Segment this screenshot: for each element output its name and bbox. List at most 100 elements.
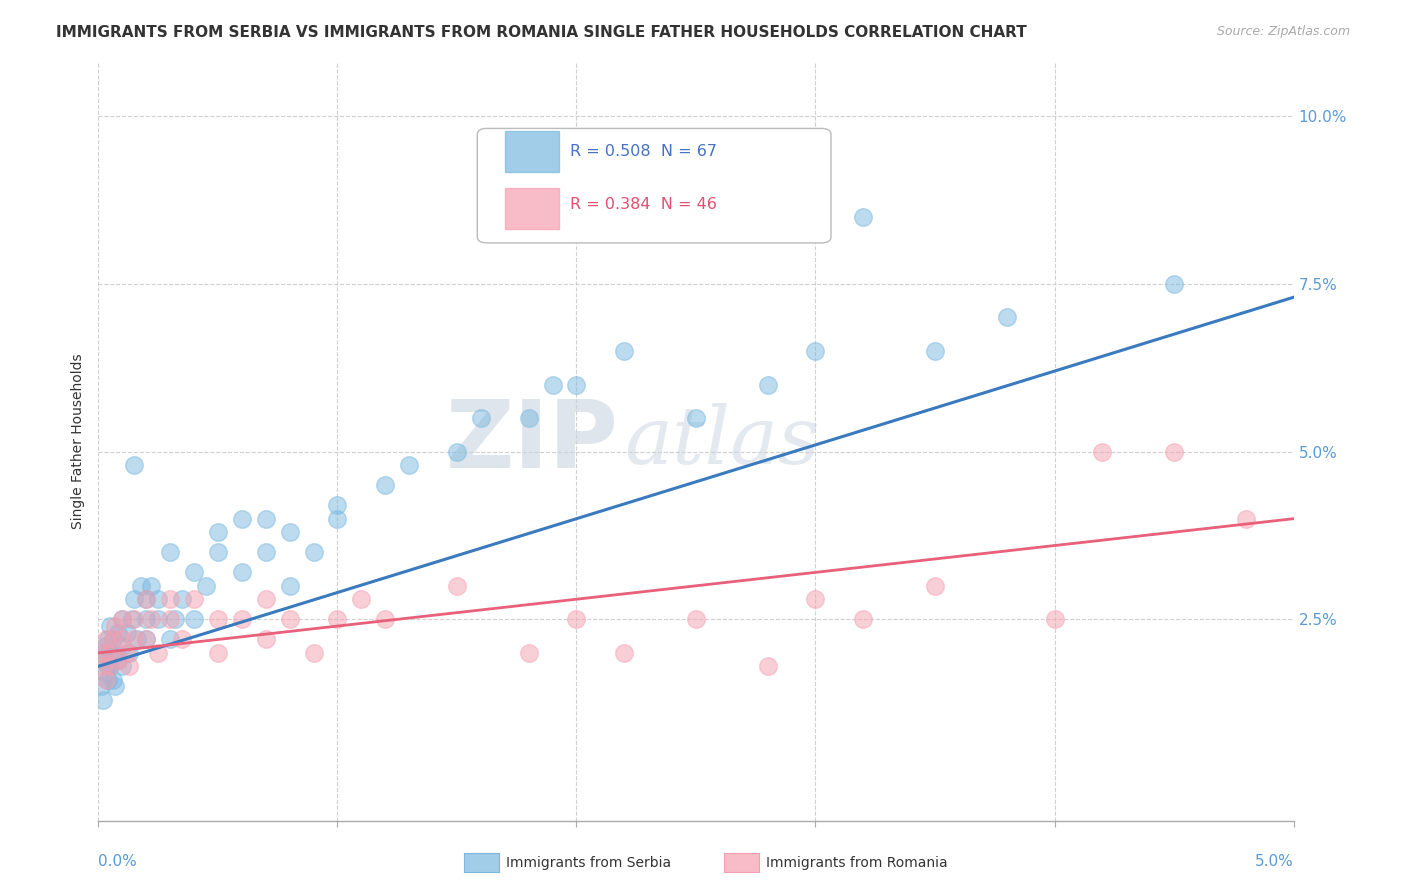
- Point: [91, 693, 114, 707]
- Point: [517, 646, 540, 660]
- Point: [94, 673, 117, 687]
- Point: [139, 612, 162, 626]
- Point: [302, 545, 325, 559]
- Point: [685, 612, 707, 626]
- Point: [94, 666, 117, 681]
- Point: [148, 646, 170, 660]
- Point: [565, 377, 588, 392]
- Point: [804, 592, 827, 607]
- Point: [207, 525, 229, 540]
- Point: [101, 632, 124, 647]
- Point: [446, 579, 468, 593]
- Point: [94, 639, 117, 653]
- Point: [183, 566, 205, 580]
- Point: [1163, 444, 1185, 458]
- Point: [107, 652, 129, 666]
- Point: [613, 343, 636, 358]
- Point: [613, 646, 636, 660]
- Point: [541, 377, 564, 392]
- Point: [124, 632, 146, 647]
- Point: [302, 646, 325, 660]
- Point: [148, 592, 170, 607]
- Point: [131, 579, 153, 593]
- Point: [94, 632, 117, 647]
- Text: atlas: atlas: [624, 403, 820, 480]
- Point: [135, 632, 157, 647]
- Point: [565, 612, 588, 626]
- FancyBboxPatch shape: [477, 128, 831, 243]
- FancyBboxPatch shape: [505, 187, 558, 229]
- Text: IMMIGRANTS FROM SERBIA VS IMMIGRANTS FROM ROMANIA SINGLE FATHER HOUSEHOLDS CORRE: IMMIGRANTS FROM SERBIA VS IMMIGRANTS FRO…: [56, 25, 1026, 40]
- Point: [350, 592, 373, 607]
- Point: [107, 652, 129, 666]
- Point: [101, 632, 124, 647]
- Text: 5.0%: 5.0%: [1254, 855, 1294, 869]
- Point: [1163, 277, 1185, 291]
- Point: [446, 444, 468, 458]
- Point: [125, 632, 148, 647]
- Text: Immigrants from Romania: Immigrants from Romania: [766, 856, 948, 871]
- Point: [111, 659, 134, 673]
- Point: [135, 612, 157, 626]
- Point: [135, 592, 157, 607]
- Point: [995, 310, 1018, 325]
- Point: [118, 646, 141, 660]
- Point: [183, 612, 205, 626]
- Text: 0.0%: 0.0%: [98, 855, 138, 869]
- Point: [470, 411, 492, 425]
- Point: [756, 659, 779, 673]
- Point: [254, 632, 277, 647]
- Point: [104, 646, 127, 660]
- Text: ZIP: ZIP: [446, 395, 619, 488]
- Point: [111, 612, 134, 626]
- Point: [398, 458, 420, 472]
- Point: [148, 612, 170, 626]
- Point: [91, 646, 114, 660]
- Point: [159, 632, 181, 647]
- Point: [139, 579, 162, 593]
- Point: [111, 632, 134, 647]
- Point: [374, 478, 396, 492]
- Point: [115, 646, 138, 660]
- Point: [924, 343, 946, 358]
- Point: [124, 592, 146, 607]
- Point: [101, 673, 124, 687]
- Point: [1091, 444, 1114, 458]
- Point: [172, 632, 194, 647]
- Point: [98, 619, 122, 633]
- Point: [104, 680, 127, 694]
- Point: [254, 592, 277, 607]
- Point: [94, 652, 117, 666]
- Point: [159, 612, 181, 626]
- Point: [159, 545, 181, 559]
- Point: [207, 545, 229, 559]
- Point: [326, 512, 349, 526]
- Point: [207, 612, 229, 626]
- Point: [90, 646, 112, 660]
- Point: [254, 545, 277, 559]
- Point: [91, 659, 114, 673]
- Point: [183, 592, 205, 607]
- Point: [231, 512, 253, 526]
- Point: [98, 646, 122, 660]
- Point: [231, 612, 253, 626]
- Point: [97, 646, 120, 660]
- Point: [278, 525, 301, 540]
- Text: Immigrants from Serbia: Immigrants from Serbia: [506, 856, 671, 871]
- Point: [111, 639, 134, 653]
- Point: [97, 659, 120, 673]
- Point: [118, 659, 141, 673]
- Text: R = 0.508  N = 67: R = 0.508 N = 67: [571, 144, 717, 159]
- Point: [97, 632, 120, 647]
- Point: [195, 579, 218, 593]
- Point: [254, 512, 277, 526]
- Text: R = 0.384  N = 46: R = 0.384 N = 46: [571, 197, 717, 212]
- Point: [111, 612, 134, 626]
- Point: [104, 619, 127, 633]
- Point: [121, 612, 143, 626]
- Point: [172, 592, 194, 607]
- Y-axis label: Single Father Households: Single Father Households: [72, 354, 86, 529]
- Point: [852, 612, 875, 626]
- FancyBboxPatch shape: [505, 130, 558, 172]
- Point: [278, 579, 301, 593]
